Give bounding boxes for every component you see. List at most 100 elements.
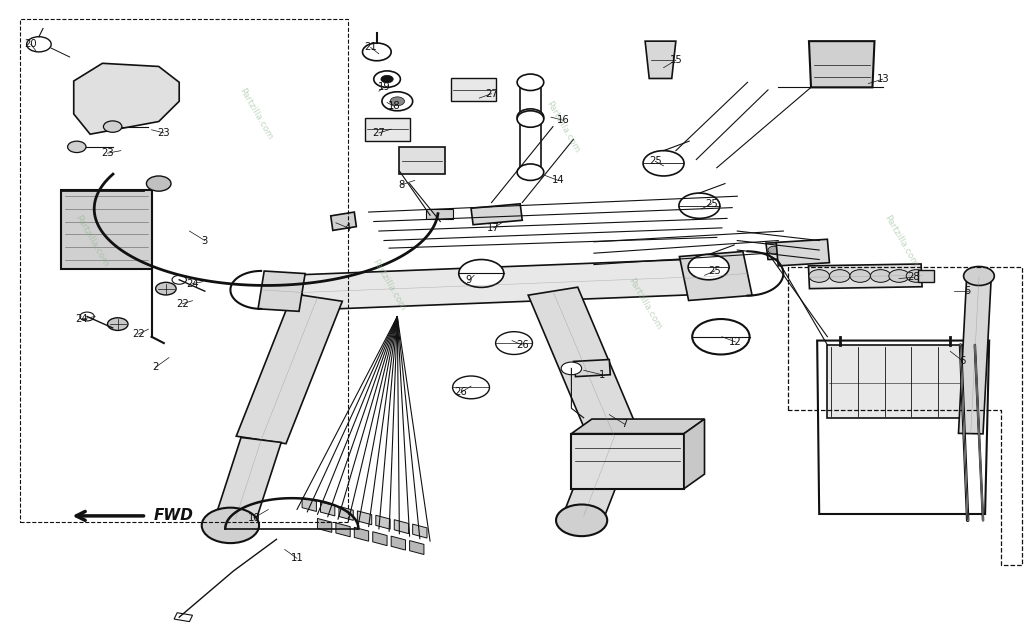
Circle shape: [964, 266, 994, 285]
Polygon shape: [237, 294, 342, 444]
Circle shape: [453, 376, 489, 399]
Polygon shape: [336, 523, 350, 537]
Text: 25: 25: [709, 266, 721, 276]
Circle shape: [793, 245, 805, 253]
Text: 1: 1: [599, 370, 605, 380]
Text: 22: 22: [132, 329, 144, 339]
Circle shape: [172, 275, 186, 284]
Circle shape: [688, 254, 729, 280]
Circle shape: [517, 74, 544, 91]
Text: 7: 7: [622, 419, 628, 429]
Circle shape: [692, 319, 750, 354]
Text: Partzilla.com: Partzilla.com: [883, 213, 920, 268]
Polygon shape: [528, 287, 639, 441]
Circle shape: [889, 270, 909, 282]
Polygon shape: [258, 271, 305, 311]
Polygon shape: [451, 78, 496, 101]
Circle shape: [829, 270, 850, 282]
Text: 27: 27: [373, 128, 385, 138]
Text: 19: 19: [378, 82, 390, 92]
Circle shape: [459, 260, 504, 287]
Polygon shape: [520, 123, 541, 170]
Text: 21: 21: [365, 42, 377, 53]
Circle shape: [496, 332, 532, 354]
Circle shape: [850, 270, 870, 282]
Polygon shape: [373, 532, 387, 546]
Circle shape: [381, 75, 393, 83]
Polygon shape: [391, 536, 406, 550]
Polygon shape: [471, 204, 522, 225]
Circle shape: [643, 151, 684, 176]
Text: 23: 23: [101, 148, 114, 158]
Text: 17: 17: [487, 223, 500, 233]
Polygon shape: [302, 498, 316, 511]
Circle shape: [27, 37, 51, 52]
Text: Partzilla.com: Partzilla.com: [627, 277, 664, 331]
Circle shape: [146, 176, 171, 191]
Polygon shape: [573, 360, 610, 377]
Circle shape: [768, 246, 780, 254]
Text: 16: 16: [557, 115, 569, 125]
Polygon shape: [331, 212, 356, 230]
Text: Partzilla.com: Partzilla.com: [371, 258, 408, 312]
Text: 14: 14: [552, 175, 564, 185]
Text: 13: 13: [877, 74, 889, 84]
Text: 18: 18: [388, 101, 400, 111]
Polygon shape: [321, 502, 335, 516]
Polygon shape: [215, 437, 282, 522]
Text: 28: 28: [907, 272, 920, 282]
Polygon shape: [571, 419, 705, 434]
Text: 23: 23: [158, 128, 170, 138]
Polygon shape: [317, 518, 332, 532]
Polygon shape: [827, 345, 963, 418]
Polygon shape: [376, 515, 390, 529]
Polygon shape: [776, 239, 829, 266]
Polygon shape: [426, 209, 454, 219]
Polygon shape: [571, 434, 684, 489]
Circle shape: [517, 109, 544, 125]
Circle shape: [156, 282, 176, 295]
Polygon shape: [809, 41, 874, 87]
Polygon shape: [410, 541, 424, 555]
Text: 5: 5: [965, 286, 971, 296]
Text: 11: 11: [291, 553, 303, 563]
Circle shape: [362, 43, 391, 61]
Circle shape: [517, 164, 544, 180]
Text: 26: 26: [455, 387, 467, 398]
Text: 22: 22: [176, 299, 188, 309]
Text: 25: 25: [649, 156, 662, 166]
Text: 25: 25: [706, 199, 718, 209]
Circle shape: [556, 505, 607, 536]
Polygon shape: [918, 270, 934, 282]
Text: Partzilla.com: Partzilla.com: [238, 87, 274, 141]
Text: 27: 27: [485, 89, 498, 99]
Circle shape: [390, 97, 404, 106]
Text: 2: 2: [153, 362, 159, 372]
Circle shape: [374, 71, 400, 87]
Text: 4: 4: [345, 223, 351, 233]
Text: 20: 20: [25, 39, 37, 49]
Circle shape: [202, 508, 259, 543]
Circle shape: [108, 318, 128, 330]
Text: FWD: FWD: [154, 508, 194, 523]
Text: 3: 3: [202, 235, 208, 246]
Circle shape: [517, 111, 544, 127]
Polygon shape: [413, 524, 427, 538]
Polygon shape: [564, 434, 634, 519]
Polygon shape: [399, 147, 445, 174]
Text: Partzilla.com: Partzilla.com: [74, 213, 111, 268]
Polygon shape: [684, 419, 705, 489]
Polygon shape: [61, 190, 152, 269]
Circle shape: [382, 92, 413, 111]
Circle shape: [906, 270, 927, 282]
Polygon shape: [300, 260, 688, 310]
Circle shape: [561, 362, 582, 375]
Text: 26: 26: [516, 340, 528, 350]
Text: 9: 9: [466, 275, 472, 285]
Polygon shape: [354, 527, 369, 541]
Polygon shape: [174, 613, 193, 622]
Polygon shape: [809, 264, 922, 289]
Polygon shape: [680, 251, 752, 301]
Circle shape: [80, 312, 94, 321]
Polygon shape: [817, 341, 989, 514]
